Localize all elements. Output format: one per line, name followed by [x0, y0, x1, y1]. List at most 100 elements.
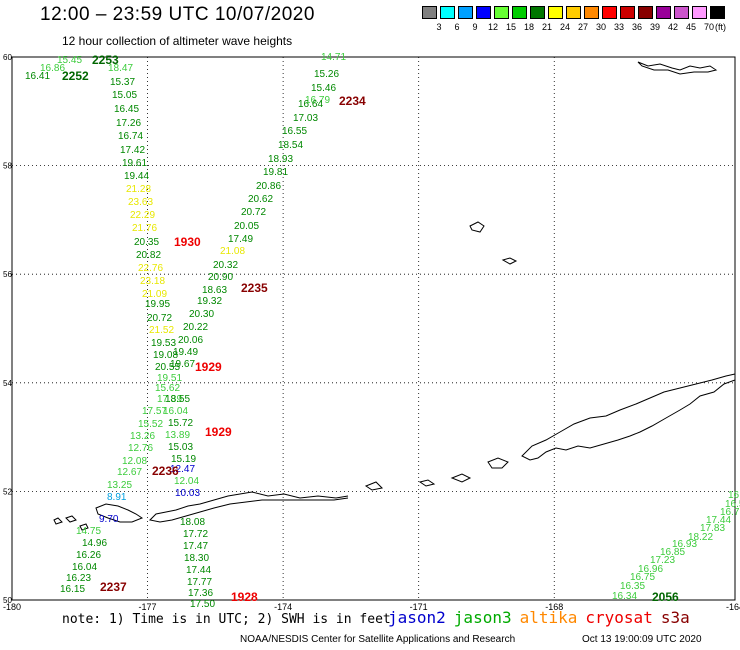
pass-time-label: 2056 [652, 590, 679, 604]
alaska-coastline-north [637, 61, 718, 75]
wave-height-label: 13.89 [165, 430, 190, 441]
wave-height-label: 20.72 [147, 313, 172, 324]
scale-label: 42 [667, 22, 678, 32]
scale-label: 45 [685, 22, 696, 32]
wave-height-label: 15.19 [171, 454, 196, 465]
wave-height-label: 23.18 [140, 276, 165, 287]
wave-height-label: 10.03 [175, 488, 200, 499]
aleutian-chain-west [148, 491, 349, 523]
wave-height-label: 16.55 [282, 126, 307, 137]
wave-height-label: 18.47 [108, 63, 133, 74]
wave-height-label: 19.32 [197, 296, 222, 307]
wave-height-label: 17.03 [293, 113, 318, 124]
aleutian-island-a [487, 457, 509, 469]
wave-height-label: 15.45 [57, 55, 82, 66]
latitude-tick-label: 56 [3, 270, 12, 279]
wave-height-label: 20.86 [256, 181, 281, 192]
wave-height-label: 19.61 [122, 158, 147, 169]
wave-height-label: 17.77 [187, 577, 212, 588]
scale-swatch [584, 6, 599, 19]
scale-swatch [638, 6, 653, 19]
scale-swatch [548, 6, 563, 19]
wave-height-label: 20.05 [234, 221, 259, 232]
lat-lon-grid [11, 56, 736, 601]
wave-height-label: 16.08 [728, 490, 740, 501]
scale-swatch [656, 6, 671, 19]
scale-label: 15 [505, 22, 516, 32]
small-islet-c [79, 523, 89, 531]
wave-height-label: 16.74 [118, 131, 143, 142]
wave-height-label: 17.23 [650, 555, 675, 566]
pass-time-label: 1928 [231, 590, 258, 604]
small-islet-b [53, 517, 63, 525]
satellite-name: cryosat [585, 608, 653, 627]
latitude-tick-label: 52 [3, 487, 12, 496]
pass-time-label: 2235 [241, 281, 268, 295]
wave-height-label: 19.08 [153, 350, 178, 361]
wave-height-label: 15.62 [155, 383, 180, 394]
wave-height-label: 17.42 [120, 145, 145, 156]
wave-height-label: 14.75 [76, 526, 101, 537]
wave-height-label: 19.49 [173, 347, 198, 358]
scale-label: 21 [541, 22, 552, 32]
wave-height-label: 20.72 [241, 207, 266, 218]
map-title: 12:00 – 23:59 UTC 10/07/2020 [40, 4, 315, 25]
scale-swatch [620, 6, 635, 19]
aleutian-island-d [364, 481, 384, 491]
scale-swatch [512, 6, 527, 19]
wave-height-label: 12.04 [174, 476, 199, 487]
wave-height-label: 15.05 [112, 90, 137, 101]
wave-height-label: 21.28 [126, 184, 151, 195]
wave-height-label: 12.47 [170, 464, 195, 475]
wave-height-label: 15.52 [138, 419, 163, 430]
wave-height-label: 20.06 [178, 335, 203, 346]
wave-height-label: 19.44 [124, 171, 149, 182]
scale-swatch [692, 6, 707, 19]
wave-height-label: 17.57 [142, 406, 167, 417]
wave-height-label: 17.83 [700, 523, 725, 534]
wave-height-label: 16.51 [725, 499, 740, 510]
satellite-legend: jason2 jason3 altika cryosat s3a [388, 608, 698, 627]
generated-timestamp: Oct 13 19:00:09 UTC 2020 [582, 634, 702, 645]
wave-height-label: 17.44 [186, 565, 211, 576]
scale-label: 9 [472, 22, 478, 32]
near-islands [95, 503, 144, 523]
scale-label: 24 [559, 22, 570, 32]
scale-swatch [710, 6, 725, 19]
wave-height-label: 15.37 [110, 77, 135, 88]
wave-height-label: 16.41 [25, 71, 50, 82]
satellite-name: s3a [660, 608, 690, 627]
aleutian-island-c [418, 479, 436, 487]
latitude-tick-label: 58 [3, 162, 12, 171]
scale-swatch [566, 6, 581, 19]
longitude-tick-label: -177 [139, 602, 157, 612]
latitude-tick-label: 60 [3, 53, 12, 62]
wave-height-label: 15.72 [168, 418, 193, 429]
wave-height-label: 15.26 [314, 69, 339, 80]
wave-height-label: 14.71 [321, 52, 346, 63]
scale-swatch [476, 6, 491, 19]
wave-height-label: 17.36 [188, 588, 213, 599]
wave-height-label: 16.93 [672, 539, 697, 550]
wave-height-label: 20.55 [155, 362, 180, 373]
wave-height-label: 21.08 [220, 246, 245, 257]
wave-height-label: 17.49 [228, 234, 253, 245]
scale-label: 30 [595, 22, 606, 32]
longitude-tick-label: -168 [545, 602, 563, 612]
satellite-name: altika [519, 608, 578, 627]
scale-label: 18 [523, 22, 534, 32]
wave-height-label: 20.30 [189, 309, 214, 320]
wave-height-label: 18.63 [202, 285, 227, 296]
wave-height-label: 16.34 [612, 591, 637, 602]
small-islet-a [65, 515, 77, 523]
wave-height-label: 16.79 [720, 507, 740, 518]
st-matthew-island [469, 221, 485, 233]
wave-height-label: 12.08 [122, 456, 147, 467]
scale-swatch [494, 6, 509, 19]
wave-height-label: 20.82 [136, 250, 161, 261]
wave-height-label: 16.86 [40, 63, 65, 74]
satellite-name: jason2 [388, 608, 446, 627]
wave-height-label: 17.72 [183, 529, 208, 540]
scale-label: 6 [454, 22, 460, 32]
scale-label: 70 [703, 22, 714, 32]
